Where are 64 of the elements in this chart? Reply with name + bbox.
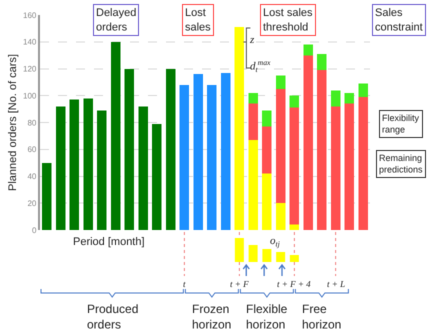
y-tick-label: 40 (27, 172, 37, 182)
bar (344, 104, 354, 230)
text: Free horizon (302, 302, 342, 331)
bar (317, 70, 327, 230)
bar (330, 106, 340, 230)
bar (248, 104, 258, 140)
bar (303, 55, 313, 230)
y-tick-label: 100 (23, 91, 37, 100)
bar (262, 174, 272, 230)
bar (180, 84, 190, 230)
bar (317, 54, 327, 70)
text: Produced orders (87, 302, 138, 331)
bar (166, 68, 176, 230)
y-tick-label: 60 (27, 145, 37, 154)
bar (248, 92, 258, 104)
y-axis-title: Planned orders [No. of cars] (7, 54, 20, 191)
y-tick-label: 140 (23, 38, 37, 47)
bar (262, 110, 272, 127)
bar (330, 90, 340, 106)
text: Frozen horizon (192, 302, 232, 331)
bar (303, 44, 313, 56)
bar (262, 126, 272, 174)
bar (207, 84, 217, 230)
bar (290, 108, 300, 225)
bar (83, 98, 93, 230)
bar (193, 74, 203, 230)
bar (358, 96, 368, 230)
text: o$_{tj}$ (270, 235, 280, 248)
x-axis-title: Period [month] (73, 236, 145, 248)
bar (344, 92, 354, 104)
bar (124, 68, 134, 230)
annotation: Delayed orders (96, 7, 136, 34)
text: t + F (230, 279, 250, 289)
bar (290, 96, 300, 108)
annotation: z (249, 34, 255, 46)
bar (138, 106, 148, 230)
bar (358, 84, 368, 97)
bar (220, 72, 230, 230)
bar (42, 162, 52, 230)
bar (248, 140, 258, 230)
bar (276, 203, 286, 230)
text: t + F + 4 (277, 279, 312, 289)
y-tick-label: 120 (23, 64, 37, 74)
annotation: Lost sales threshold (263, 7, 314, 34)
text: Flexibility range (382, 113, 420, 135)
bar (152, 124, 162, 230)
bar (70, 100, 80, 230)
bar (56, 106, 66, 230)
annotation: Lost sales (185, 7, 212, 34)
bar (290, 224, 300, 230)
bar (234, 27, 244, 230)
bar (110, 42, 120, 230)
text: Sales constraint (375, 7, 423, 34)
bar (276, 88, 286, 204)
y-tick-label: 0 (32, 226, 37, 235)
bar (276, 75, 286, 89)
y-tick-label: 80 (27, 118, 37, 128)
text: Flexible horizon (246, 302, 288, 331)
y-tick-label: 160 (23, 10, 37, 20)
bar (97, 110, 107, 230)
text: Remaining predictions (379, 153, 424, 175)
text: t + L (327, 279, 346, 289)
text: t (183, 279, 186, 289)
y-tick-label: 20 (27, 198, 37, 208)
